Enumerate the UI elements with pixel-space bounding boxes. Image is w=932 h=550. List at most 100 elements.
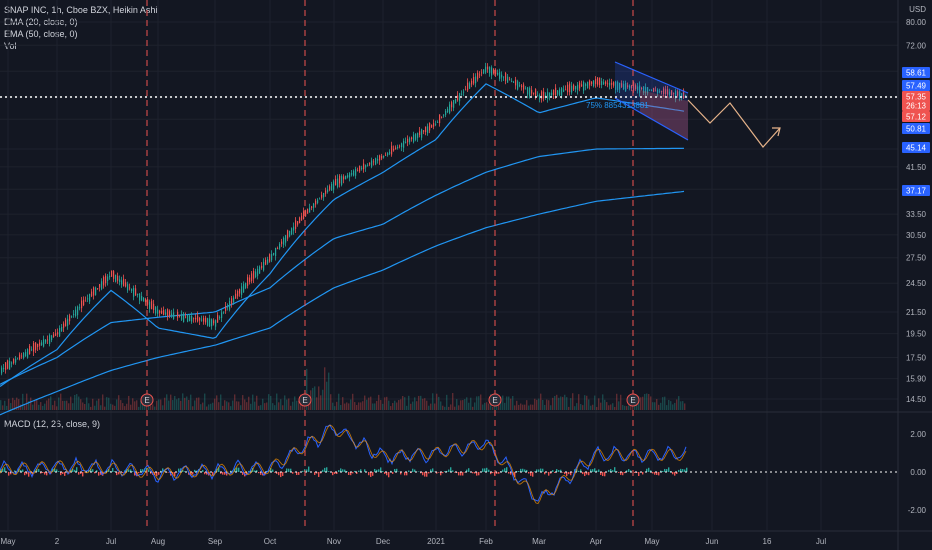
candle-body xyxy=(539,95,541,100)
macd-histogram-bar xyxy=(238,467,240,472)
macd-histogram-bar xyxy=(392,472,394,474)
volume-bar xyxy=(540,393,542,410)
volume-bar xyxy=(280,399,282,410)
volume-bar xyxy=(454,406,456,410)
candle-body xyxy=(565,89,567,91)
macd-histogram-bar xyxy=(436,472,438,474)
candle-body xyxy=(579,82,581,89)
macd-legend-label[interactable]: MACD (12, 26, close, 9) xyxy=(4,419,101,429)
volume-bar xyxy=(346,402,348,410)
candle-body xyxy=(229,300,231,310)
volume-bar xyxy=(464,399,466,410)
candle-body xyxy=(181,314,183,320)
candle-body xyxy=(607,83,609,85)
candle-body xyxy=(307,208,309,214)
volume-bar xyxy=(426,400,428,410)
volume-bar xyxy=(74,394,76,410)
macd-histogram-bar xyxy=(342,469,344,472)
volume-bar xyxy=(26,393,28,410)
macd-histogram-bar xyxy=(352,472,354,474)
ema50-label[interactable]: EMA (50, close, 0) xyxy=(4,29,78,39)
volume-bar xyxy=(410,403,412,410)
macd-histogram-bar xyxy=(288,468,290,472)
volume-bar xyxy=(12,397,14,410)
candle-body xyxy=(403,140,405,148)
candle-body xyxy=(77,306,79,316)
macd-histogram-bar xyxy=(430,469,432,472)
candle-body xyxy=(613,82,615,86)
candle-body xyxy=(79,307,81,309)
earnings-marker-circle xyxy=(140,393,154,407)
candle-body xyxy=(383,155,385,158)
candle-body xyxy=(465,89,467,91)
candle-body xyxy=(369,162,371,165)
macd-histogram-bar xyxy=(128,469,130,472)
macd-histogram-bar xyxy=(206,472,208,475)
candle-body xyxy=(285,235,287,243)
macd-histogram-bar xyxy=(258,472,260,474)
macd-histogram-bar xyxy=(324,467,326,472)
candle-body xyxy=(389,151,391,154)
candle-body xyxy=(255,271,257,278)
volume-bar xyxy=(580,404,582,410)
volume-bar xyxy=(406,405,408,410)
candle-body xyxy=(381,155,383,159)
candle-body xyxy=(519,85,521,87)
volume-bar xyxy=(466,397,468,410)
candle-body xyxy=(577,84,579,91)
candle-body xyxy=(431,124,433,128)
candle-body xyxy=(209,318,211,327)
macd-histogram-bar xyxy=(622,472,624,476)
candle-body xyxy=(293,226,295,231)
volume-bar xyxy=(558,397,560,410)
volume-bar xyxy=(622,404,624,410)
macd-histogram-bar xyxy=(550,472,552,474)
volume-bar xyxy=(386,396,388,410)
macd-histogram-bar xyxy=(26,472,28,475)
volume-bar xyxy=(424,398,426,410)
candle-body xyxy=(5,362,7,370)
price-tag-label: 45.14 xyxy=(906,144,927,153)
volume-bar xyxy=(112,404,114,410)
volume-label[interactable]: Vol xyxy=(4,41,17,51)
candle-body xyxy=(399,145,401,147)
candle-body xyxy=(509,79,511,81)
volume-bar xyxy=(232,400,234,410)
macd-histogram-bar xyxy=(628,469,630,472)
macd-histogram-bar xyxy=(14,470,16,472)
symbol-title[interactable]: SNAP INC, 1h, Cboe BZX, Heikin Ashi xyxy=(4,5,158,15)
volume-bar xyxy=(146,403,148,410)
volume-bar xyxy=(22,393,24,410)
volume-bar xyxy=(218,402,220,410)
volume-bar xyxy=(142,402,144,410)
candle-body xyxy=(485,66,487,73)
wedge-upper-line xyxy=(614,61,689,94)
candle-body xyxy=(9,361,11,370)
macd-histogram-bar xyxy=(446,470,448,472)
candle-body xyxy=(341,176,343,185)
macd-histogram-bar xyxy=(450,467,452,472)
wedge-lower-line xyxy=(614,97,689,141)
macd-histogram-bar xyxy=(662,470,664,472)
volume-bar xyxy=(568,406,570,410)
candle-body xyxy=(87,298,89,300)
volume-bar xyxy=(240,405,242,410)
volume-bar xyxy=(474,402,476,410)
volume-bar xyxy=(228,402,230,410)
candle-body xyxy=(413,134,415,142)
macd-histogram-bar xyxy=(80,472,82,474)
volume-bar xyxy=(350,399,352,410)
macd-histogram-bar xyxy=(162,468,164,472)
candle-body xyxy=(585,83,587,87)
volume-bar xyxy=(148,405,150,410)
candle-body xyxy=(207,318,209,326)
candle-body xyxy=(437,121,439,123)
volume-bar xyxy=(372,403,374,410)
macd-histogram-bar xyxy=(514,472,516,478)
macd-histogram-bar xyxy=(34,469,36,472)
candle-body xyxy=(95,287,97,296)
macd-histogram-bar xyxy=(114,471,116,472)
macd-histogram-bar xyxy=(314,472,316,475)
